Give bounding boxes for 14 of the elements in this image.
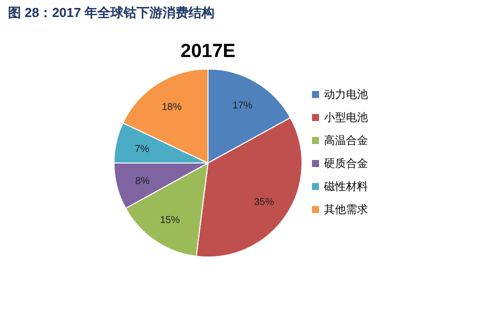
legend-label: 动力电池	[324, 88, 368, 101]
data-label: 8%	[135, 176, 150, 187]
legend-label: 其他需求	[324, 203, 368, 216]
data-label: 35%	[254, 197, 274, 208]
chart-title: 图 28：2017 年全球钴下游消费结构	[8, 5, 215, 20]
data-label: 15%	[160, 214, 180, 226]
legend-label: 磁性材料	[323, 180, 368, 193]
data-label: 17%	[232, 100, 253, 112]
data-label: 18%	[162, 102, 182, 113]
data-label: 7%	[134, 144, 150, 156]
legend-label: 高温合金	[324, 134, 368, 147]
legend-label: 小型电池	[324, 111, 368, 124]
chart-subtitle: 2017E	[180, 41, 236, 62]
legend-label: 硬质合金	[324, 157, 368, 170]
